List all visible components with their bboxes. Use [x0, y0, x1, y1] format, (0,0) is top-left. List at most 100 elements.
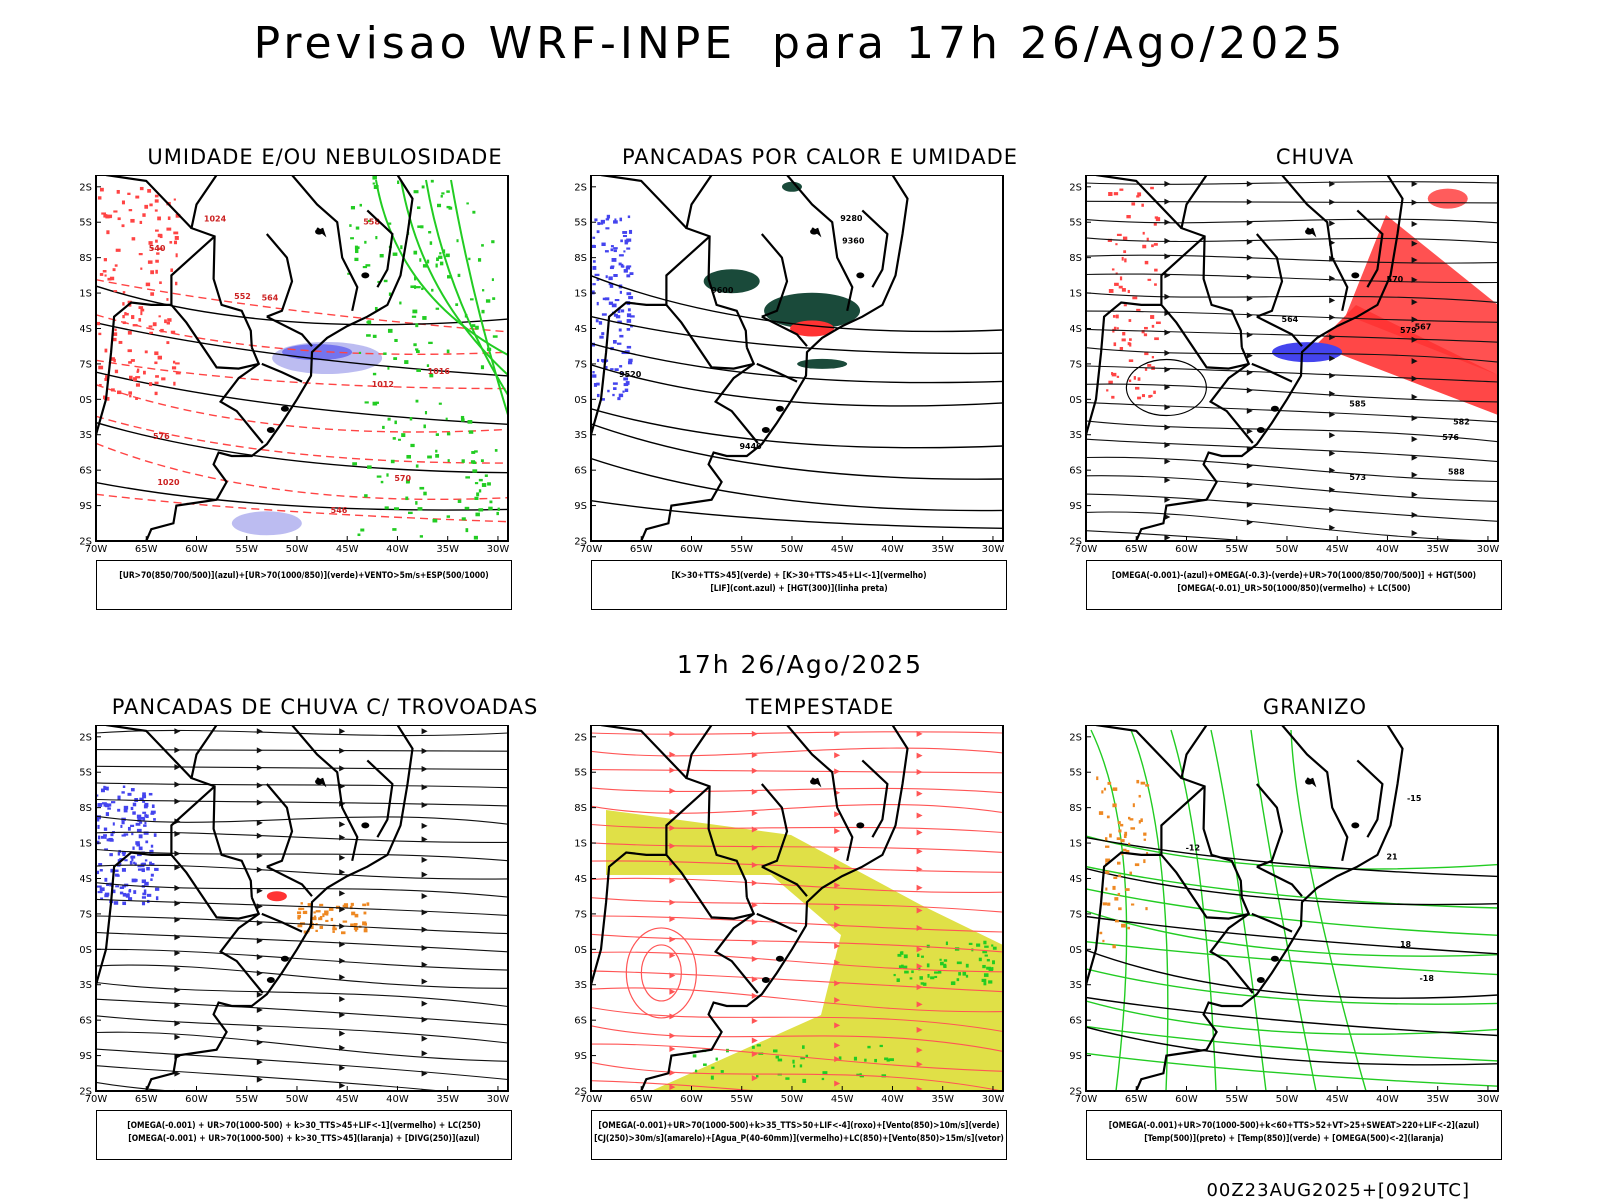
border-line	[96, 301, 172, 435]
streamline-red	[591, 1061, 1003, 1091]
humidity-speckle	[115, 248, 121, 252]
hgt300-contour	[591, 500, 1003, 529]
humidity-speckle	[97, 196, 102, 200]
streamline-arrow	[339, 906, 346, 913]
thunderstorm-orange-speckle	[344, 904, 349, 909]
humidity-green-speckle	[360, 528, 365, 532]
streamline-arrow	[1164, 329, 1171, 336]
humidity-speckle	[138, 318, 142, 322]
lif-blue-contour	[603, 365, 608, 370]
humidity-speckle	[144, 350, 148, 354]
streamline-arrow	[834, 904, 841, 911]
streamline-arrow	[339, 923, 346, 930]
humidity-speckle	[98, 365, 104, 370]
map-frame	[1085, 725, 1499, 1092]
legend-line: [Temp(500)](preto) + [Temp(850)](verde) …	[1144, 1133, 1444, 1143]
omega-orange-speckle	[1125, 849, 1130, 853]
streamline-arrow	[669, 899, 676, 906]
streamline	[1086, 420, 1498, 443]
temp850-green-contour	[1086, 865, 1498, 909]
lif-blue-contour	[617, 342, 622, 345]
thunderstorm-orange-speckle	[353, 926, 359, 931]
humidity-speckle	[112, 337, 117, 342]
wind-850-green	[965, 974, 969, 978]
lif-blue-contour	[594, 273, 600, 277]
humidity-speckle	[129, 375, 133, 380]
humidity-green-speckle	[439, 252, 442, 255]
thunderstorm-orange-speckle	[350, 923, 354, 927]
humidity-green-speckle	[419, 258, 422, 262]
contour-label: -15	[1407, 794, 1422, 803]
divergence-blue-speckle	[150, 863, 155, 866]
divergence-blue-speckle	[105, 812, 110, 817]
lon-tick-label: 65W	[630, 544, 653, 555]
lat-tick-label: 24S	[80, 324, 92, 335]
divergence-blue-speckle	[110, 833, 114, 837]
divergence-blue-speckle	[131, 832, 134, 836]
humidity-green-speckle	[364, 401, 369, 404]
streamline-arrow	[421, 836, 428, 843]
lif-blue-contour	[629, 315, 635, 318]
streamline	[1086, 328, 1498, 343]
streamline-arrow	[1164, 404, 1171, 411]
streamline-arrow	[834, 882, 841, 889]
humidity-green-speckle	[469, 298, 474, 301]
wind-850-green	[822, 1071, 828, 1075]
border-line	[1208, 896, 1254, 994]
humidity-speckle	[127, 349, 132, 353]
streamline-arrow	[339, 890, 346, 897]
lat-tick-label: 39S	[80, 501, 92, 512]
humidity-green-speckle	[405, 496, 409, 501]
temp850-green-contour	[1086, 968, 1498, 1005]
humidity-green-speckle	[387, 328, 393, 333]
streamline-arrow	[1164, 366, 1171, 373]
humidity-green-speckle	[401, 433, 406, 438]
humidity-green-speckle	[347, 272, 351, 275]
humidity-green-speckle	[430, 179, 434, 183]
thunderstorm-orange-speckle	[332, 930, 335, 933]
thickness-contour	[96, 359, 508, 390]
humidity-green-speckle	[489, 500, 493, 504]
streamline-arrow	[916, 984, 923, 991]
divergence-blue-speckle	[144, 881, 149, 886]
humidity-green-speckle	[376, 475, 382, 478]
humidity-green-speckle	[447, 275, 452, 279]
divergence-blue-speckle	[96, 794, 99, 797]
streamline-arrow	[834, 1022, 841, 1029]
divergence-blue-speckle	[117, 795, 121, 800]
lif-blue-contour	[605, 227, 610, 230]
coastline	[640, 175, 909, 541]
lon-tick-label: 50W	[781, 544, 804, 555]
humidity-speckle	[138, 253, 143, 256]
humidity-speckle	[96, 321, 101, 326]
lake	[1305, 228, 1314, 235]
contour-label: 588	[1448, 467, 1465, 476]
omega-orange-speckle	[1109, 833, 1112, 838]
streamline-arrow	[421, 1035, 428, 1042]
lif-blue-contour	[628, 296, 634, 300]
rain-speckle	[1143, 333, 1148, 337]
humidity-green-speckle	[466, 202, 469, 205]
divergence-blue-speckle	[119, 891, 124, 895]
lif-blue-contour	[626, 313, 632, 318]
streamline-arrow	[751, 788, 758, 795]
thunderstorm-orange-speckle	[362, 903, 367, 907]
humidity-green-speckle	[426, 364, 430, 367]
divergence-blue-speckle	[114, 869, 119, 873]
wind-850-green	[756, 1044, 761, 1047]
lif-blue-contour	[594, 218, 598, 222]
streamline	[1086, 438, 1498, 463]
lon-tick-label: 40W	[881, 1094, 904, 1105]
contour-label: 573	[1349, 473, 1366, 482]
streamline-arrow	[669, 842, 676, 849]
streamline-arrow	[669, 915, 676, 922]
humidity-green-speckle	[377, 280, 381, 283]
humidity-green-speckle	[414, 276, 417, 281]
lif-blue-contour	[619, 254, 624, 257]
lif-blue-contour	[592, 283, 596, 286]
humidity-green-speckle	[465, 476, 471, 479]
humidity-green-speckle	[435, 454, 440, 458]
rain-speckle	[1154, 268, 1158, 272]
streamline	[1086, 347, 1498, 363]
divergence-blue-speckle	[143, 824, 147, 827]
